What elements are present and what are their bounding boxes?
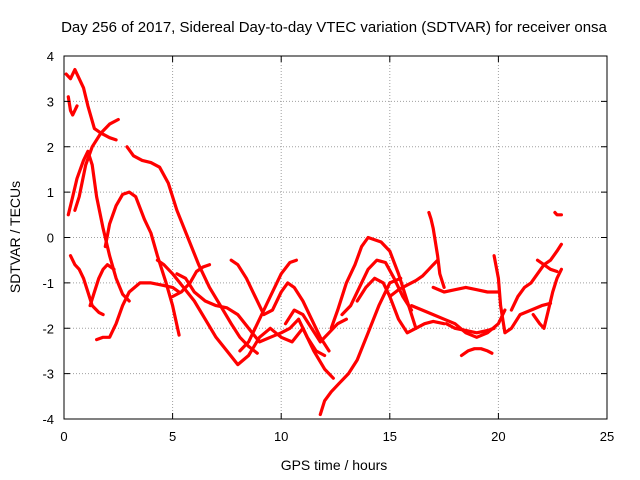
- series-track-29: [535, 258, 559, 274]
- y-tick-label: 4: [47, 49, 54, 64]
- y-tick-label: 2: [47, 140, 54, 155]
- series-track-15: [283, 308, 348, 344]
- series-track-2: [66, 95, 79, 117]
- series-track-28: [531, 267, 563, 330]
- series-track-23: [409, 304, 507, 339]
- axis-ticks: 0 5 10 15 20 25 -4 -3 -2 -1 0 1 2 3 4: [42, 49, 614, 444]
- series-track-6: [73, 117, 120, 212]
- series-track-5: [88, 263, 116, 308]
- x-tick-label: 25: [600, 429, 614, 444]
- series-track-20: [388, 258, 440, 299]
- series-track-3: [66, 149, 131, 303]
- series-track-25: [459, 347, 494, 358]
- y-tick-label: 0: [47, 231, 54, 246]
- y-axis-label: SDTVAR / TECUs: [7, 181, 23, 293]
- series-track-26: [492, 254, 553, 335]
- grid: [64, 56, 607, 419]
- chart-title: Day 256 of 2017, Sidereal Day-to-day VTE…: [61, 19, 607, 36]
- series-track-7: [95, 281, 181, 342]
- series-track-16: [318, 276, 403, 417]
- series-track-27: [509, 242, 563, 312]
- data-series: [64, 68, 563, 417]
- y-tick-label: -1: [42, 276, 54, 291]
- y-tick-label: 3: [47, 94, 54, 109]
- x-tick-label: 10: [274, 429, 288, 444]
- y-tick-label: -2: [42, 321, 54, 336]
- x-tick-label: 5: [169, 429, 176, 444]
- series-track-14: [238, 258, 298, 353]
- series-track-8: [103, 190, 181, 337]
- series-track-17: [329, 235, 418, 330]
- series-track-9: [125, 145, 259, 355]
- series-track-4: [68, 254, 105, 317]
- series-track-21: [427, 210, 446, 289]
- y-tick-label: -3: [42, 367, 54, 382]
- series-track-24: [444, 322, 496, 335]
- y-tick-label: 1: [47, 185, 54, 200]
- series-track-13: [229, 258, 331, 353]
- series-track-18: [355, 276, 446, 335]
- series-track-30: [553, 210, 563, 217]
- x-tick-label: 20: [491, 429, 505, 444]
- series-track-12: [171, 263, 212, 299]
- y-tick-label: -4: [42, 412, 54, 427]
- x-axis-label: GPS time / hours: [281, 457, 388, 473]
- series-track-11: [175, 272, 327, 358]
- x-tick-label: 0: [60, 429, 67, 444]
- x-tick-label: 15: [383, 429, 397, 444]
- series-track-22: [431, 285, 500, 294]
- series-track-1: [64, 68, 118, 142]
